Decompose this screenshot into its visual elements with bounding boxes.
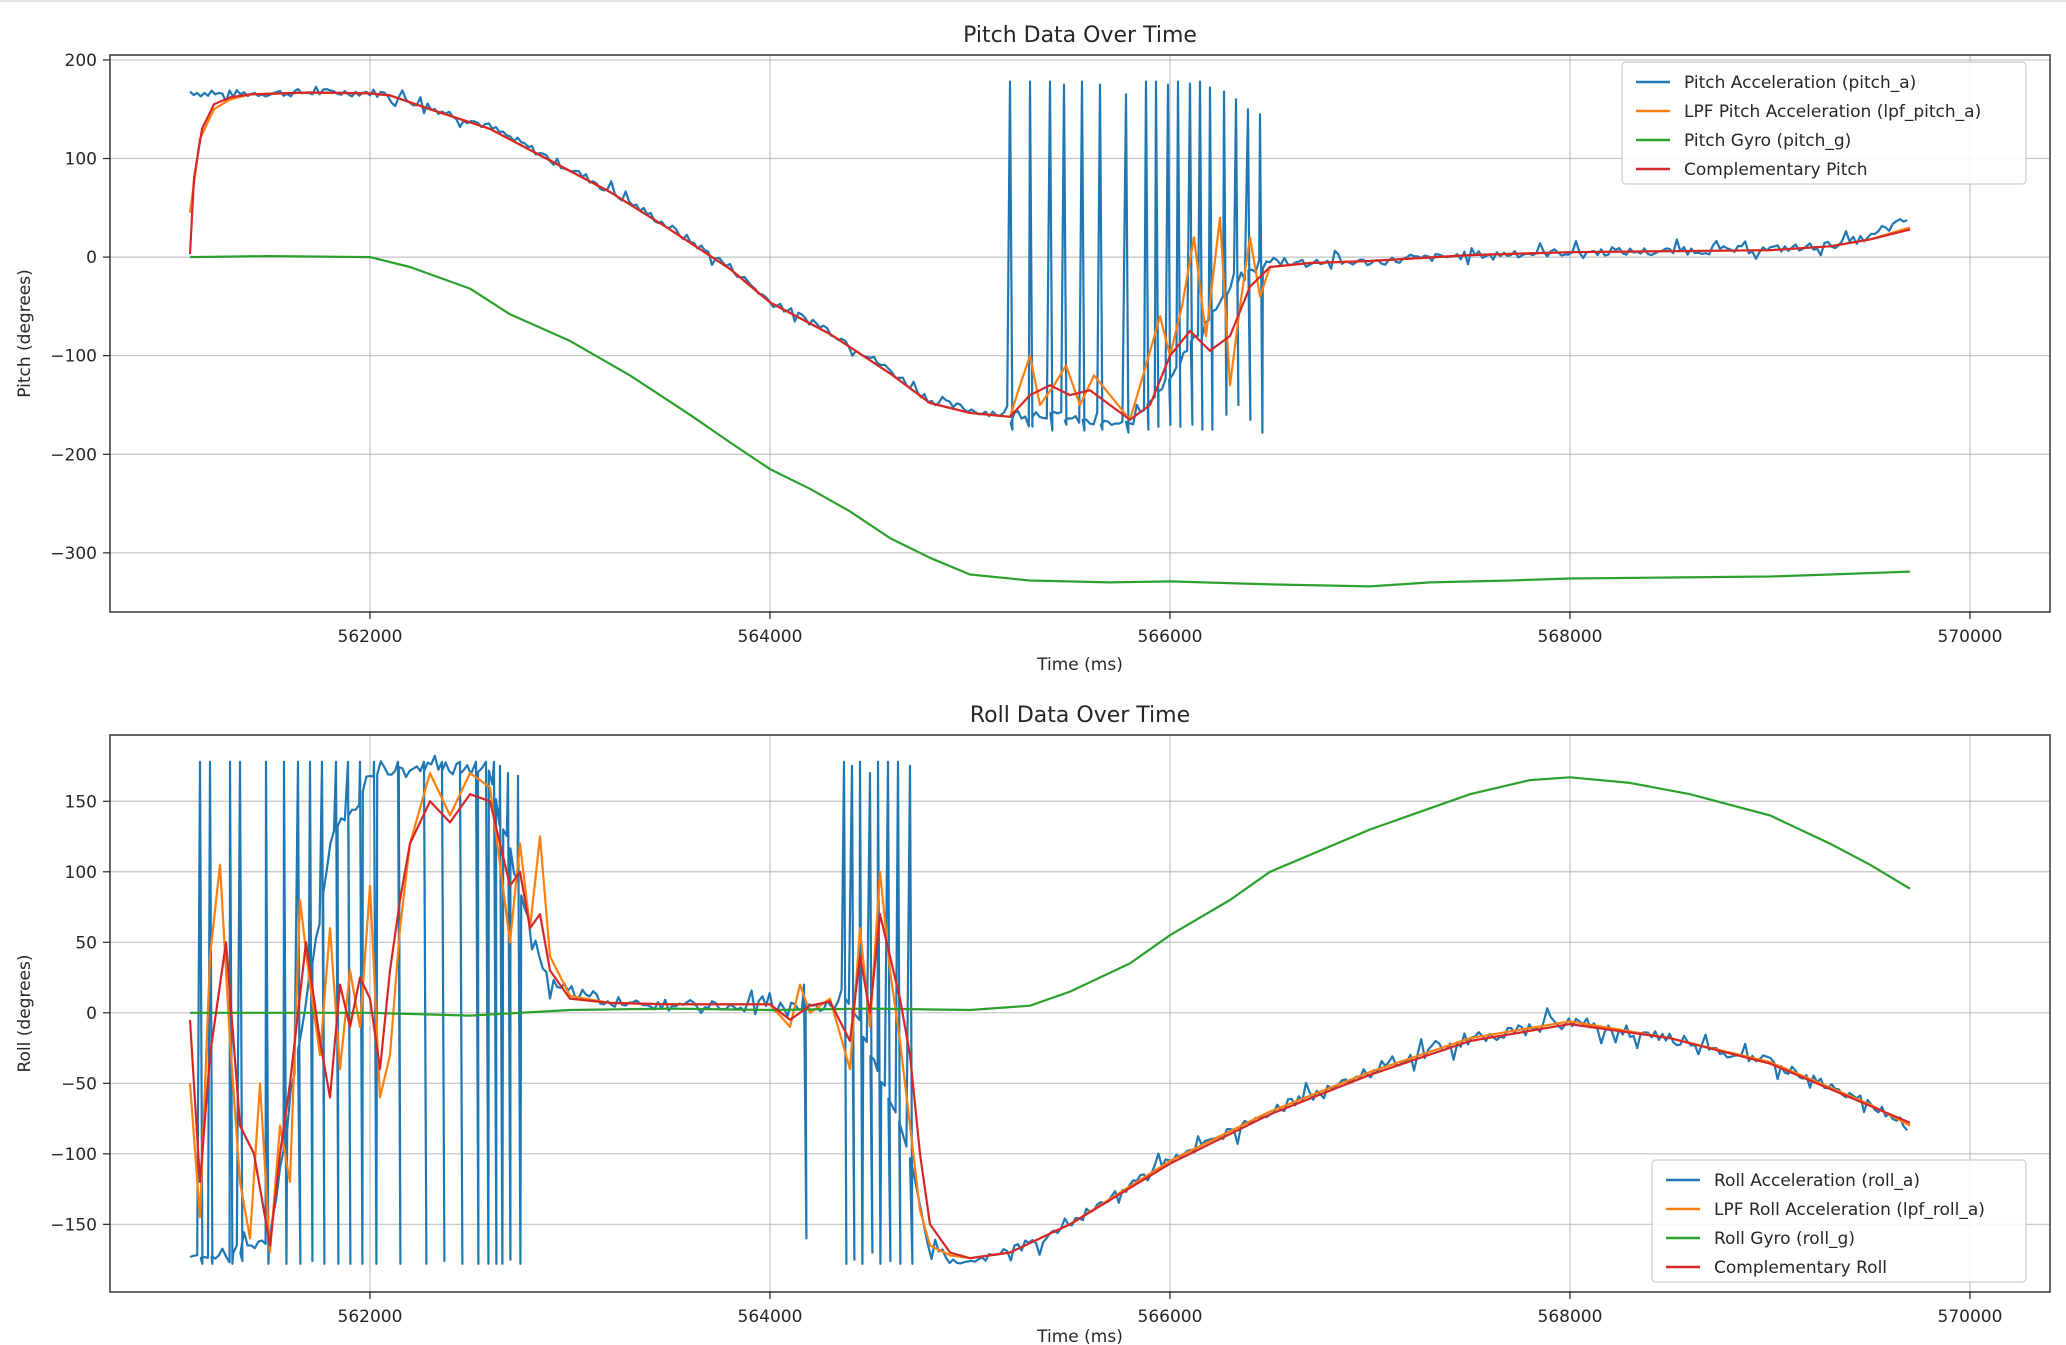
chart-title: Pitch Data Over Time (963, 23, 1197, 48)
legend: Roll Acceleration (roll_a) LPF Roll Accel… (1651, 1159, 2027, 1283)
legend-label: Roll Gyro (roll_g) (1714, 1229, 1855, 1249)
legend-label: Pitch Gyro (pitch_g) (1684, 131, 1851, 151)
y-tick-label: −150 (50, 1215, 97, 1235)
y-tick-label: 0 (86, 248, 97, 268)
x-tick-label: 562000 (338, 627, 403, 647)
y-axis-label: Pitch (degrees) (15, 269, 35, 398)
y-tick-label: −50 (61, 1074, 97, 1094)
axes-frame (109, 734, 2051, 1293)
window-top-edge (0, 0, 2066, 2)
axes-frame (109, 54, 2051, 613)
x-axis-label: Time (ms) (1036, 655, 1123, 675)
legend-box (1651, 1159, 2027, 1283)
legend-label: LPF Pitch Acceleration (lpf_pitch_a) (1684, 102, 1981, 122)
y-tick-label: 150 (65, 792, 97, 812)
y-tick-label: 200 (65, 51, 97, 71)
series-line-gyro (189, 255, 1911, 588)
x-tick-label: 564000 (738, 627, 803, 647)
legend-label: Complementary Pitch (1684, 160, 1868, 180)
legend-box (1621, 61, 2027, 185)
y-axis-label: Roll (degrees) (15, 955, 35, 1073)
x-tick-label: 566000 (1138, 627, 1203, 647)
y-tick-label: 100 (65, 150, 97, 170)
legend-label: LPF Roll Acceleration (lpf_roll_a) (1714, 1200, 1985, 1220)
pitch-chart: 562000 564000 566000 568000 570000 200 100 0 −10… (15, 23, 2051, 675)
x-tick-label: 568000 (1538, 627, 1603, 647)
legend-label: Roll Acceleration (roll_a) (1714, 1171, 1920, 1191)
y-tick-label: −100 (50, 1145, 97, 1165)
x-axis-label: Time (ms) (1036, 1327, 1123, 1345)
x-tick-label: 566000 (1138, 1307, 1203, 1327)
x-tick-label: 570000 (1938, 627, 2003, 647)
y-tick-label: −300 (50, 544, 97, 564)
roll-chart: 562000 564000 566000 568000 570000 150 100 50 0 −… (15, 703, 2051, 1345)
y-tick-label: 100 (65, 863, 97, 883)
x-tick-label: 570000 (1938, 1307, 2003, 1327)
x-tick-label: 564000 (738, 1307, 803, 1327)
x-tick-label: 568000 (1538, 1307, 1603, 1327)
series-line-acceleration (189, 754, 1909, 1265)
y-tick-label: 0 (86, 1004, 97, 1024)
legend: Pitch Acceleration (pitch_a) LPF Pitch Ac… (1621, 61, 2027, 185)
series-line-complementary (188, 793, 1911, 1260)
series-line-gyro (190, 776, 1911, 1017)
x-tick-label: 562000 (338, 1307, 403, 1327)
y-tick-label: −100 (50, 347, 97, 367)
legend-label: Pitch Acceleration (pitch_a) (1684, 73, 1916, 93)
y-tick-label: −200 (50, 445, 97, 465)
chart-title: Roll Data Over Time (970, 703, 1190, 728)
y-tick-label: 50 (75, 933, 97, 953)
series-line-complementary (188, 91, 1911, 421)
legend-label: Complementary Roll (1714, 1258, 1887, 1278)
